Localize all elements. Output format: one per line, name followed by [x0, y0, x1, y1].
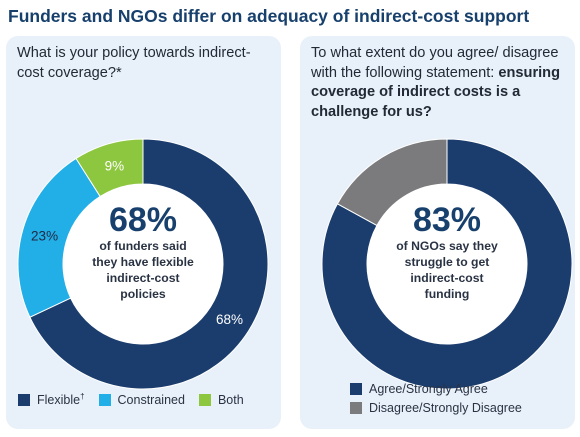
legend-swatch-both: [198, 394, 211, 406]
legend-item-both: Both: [198, 393, 244, 407]
ngos-question-bold: ensuring coverage of indirect costs is a…: [311, 64, 561, 120]
funders-center-label: 68% of funders said they have flexible i…: [73, 202, 213, 302]
funders-question: What is your policy towards indirect-cos…: [17, 45, 251, 81]
funders-data-label-both: 9%: [105, 159, 125, 174]
ngos-question-plain: To what extent do you agree/ disagree wi…: [311, 45, 559, 81]
legend-swatch-disagree: [350, 402, 362, 414]
ngos-slice-agree-strongly-agree: [321, 138, 573, 390]
funders-data-label-flexible: 68%: [216, 312, 243, 327]
chart-title: Funders and NGOs differ on adequacy of i…: [8, 6, 530, 26]
funders-donut-chart: 68% 23% 9%: [17, 138, 269, 390]
legend-swatch-agree: [350, 383, 362, 395]
funders-panel: What is your policy towards indirect-cos…: [6, 36, 281, 429]
ngos-center-caption-3: indirect-cost: [410, 271, 484, 285]
ngos-donut-hole: [367, 184, 527, 344]
ngos-legend: Agree/Strongly Agree Disagree/Strongly D…: [350, 382, 522, 420]
ngos-panel: To what extent do you agree/ disagree wi…: [300, 36, 575, 429]
ngos-center-label: 83% of NGOs say they struggle to get ind…: [377, 202, 517, 302]
legend-item-disagree: Disagree/Strongly Disagree: [350, 401, 522, 415]
ngos-center-caption-1: of NGOs say they: [396, 239, 498, 253]
legend-label-disagree: Disagree/Strongly Disagree: [369, 401, 522, 415]
funders-center-caption-2: they have flexible: [92, 255, 194, 269]
funders-center-caption-4: policies: [120, 287, 166, 301]
funders-center-caption-3: indirect-cost: [106, 271, 180, 285]
ngos-center-value: 83%: [412, 201, 482, 239]
legend-label-flexible: Flexible†: [37, 391, 85, 407]
funders-legend: Flexible† Constrained Both: [18, 391, 244, 407]
funders-center-caption-1: of funders said: [99, 239, 187, 253]
ngos-donut-chart: [321, 138, 573, 390]
legend-item-constrained: Constrained: [98, 393, 185, 407]
funders-donut-hole: [63, 184, 223, 344]
legend-swatch-flexible: [18, 394, 30, 406]
funders-data-label-constrained: 23%: [31, 228, 58, 243]
legend-item-flexible: Flexible†: [18, 391, 85, 407]
funders-center-value: 68%: [108, 201, 178, 239]
legend-label-agree: Agree/Strongly Agree: [369, 382, 488, 396]
legend-swatch-constrained: [98, 394, 111, 406]
legend-item-agree: Agree/Strongly Agree: [350, 382, 522, 396]
ngos-center-caption-4: funding: [424, 287, 470, 301]
legend-label-both: Both: [217, 393, 244, 407]
legend-label-constrained: Constrained: [117, 393, 185, 407]
ngos-center-caption-2: struggle to get: [404, 255, 490, 269]
ngos-question: To what extent do you agree/ disagree wi…: [311, 44, 569, 122]
